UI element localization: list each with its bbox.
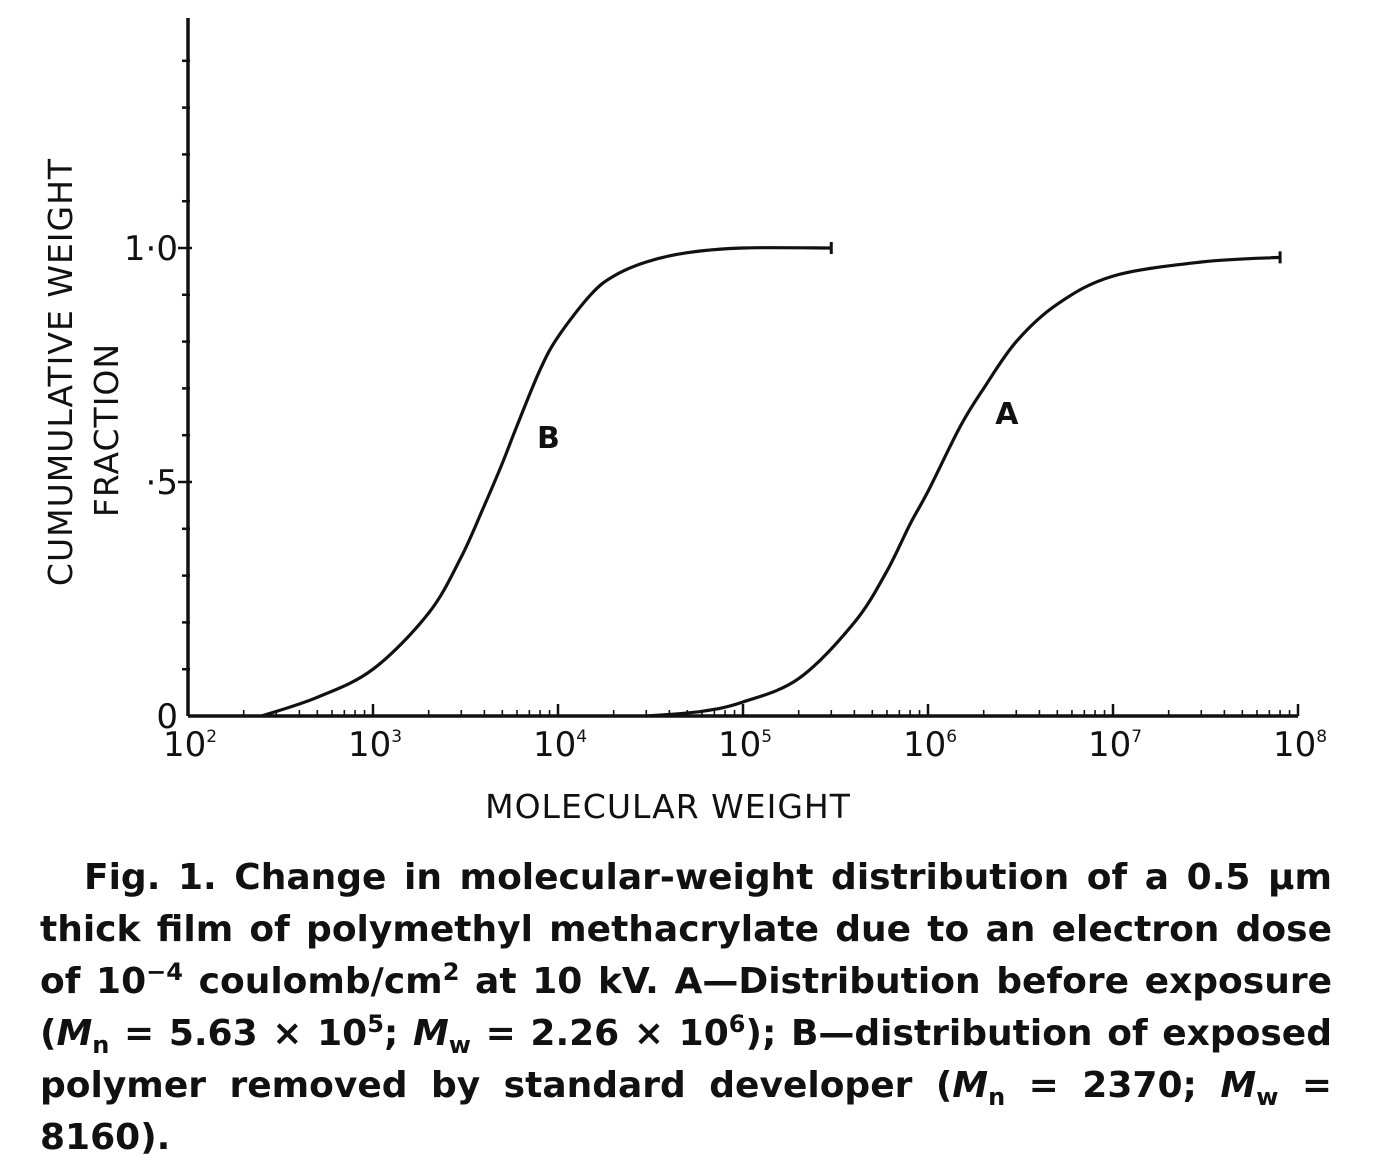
chart: 102 103 104 105 106 107 108 0·51·0 BA MOLECULA… (41, 18, 1327, 826)
x-tick-label: 108 (1273, 725, 1327, 765)
axes (186, 18, 1298, 718)
series-labels: BA (537, 397, 1019, 456)
figure-caption: Fig. 1. Change in molecular-weight distr… (40, 857, 1333, 1158)
x-axis-title: MOLECULAR WEIGHT (485, 787, 851, 826)
x-tick-label: 105 (718, 725, 772, 765)
y-axis-title-line-1: CUMUMULATIVE WEIGHT (41, 158, 80, 586)
y-tick-labels: 0 ·5 1·0 (124, 229, 178, 737)
x-tick-label: 103 (348, 725, 402, 765)
y-tick-label: ·5 (146, 463, 178, 503)
x-tick-label: 107 (1088, 725, 1142, 765)
series-label-b: B (537, 421, 560, 456)
x-tick-labels: 102 103 104 105 106 107 108 (163, 725, 1327, 765)
y-axis-title-line-2: FRACTION (87, 343, 126, 517)
x-tick-label: 102 (163, 725, 217, 765)
caption-fig-number: Fig. 1. (84, 857, 217, 898)
y-tick-label: 0 (156, 697, 178, 737)
x-tick-label: 104 (533, 725, 587, 765)
series-lines (261, 242, 1282, 718)
series-line-b (261, 246, 832, 718)
minor-ticks (178, 59, 1300, 716)
series-label-a: A (995, 397, 1019, 432)
y-tick-label: 1·0 (124, 229, 178, 269)
series-line-a (646, 255, 1281, 718)
x-tick-label: 106 (903, 725, 957, 765)
